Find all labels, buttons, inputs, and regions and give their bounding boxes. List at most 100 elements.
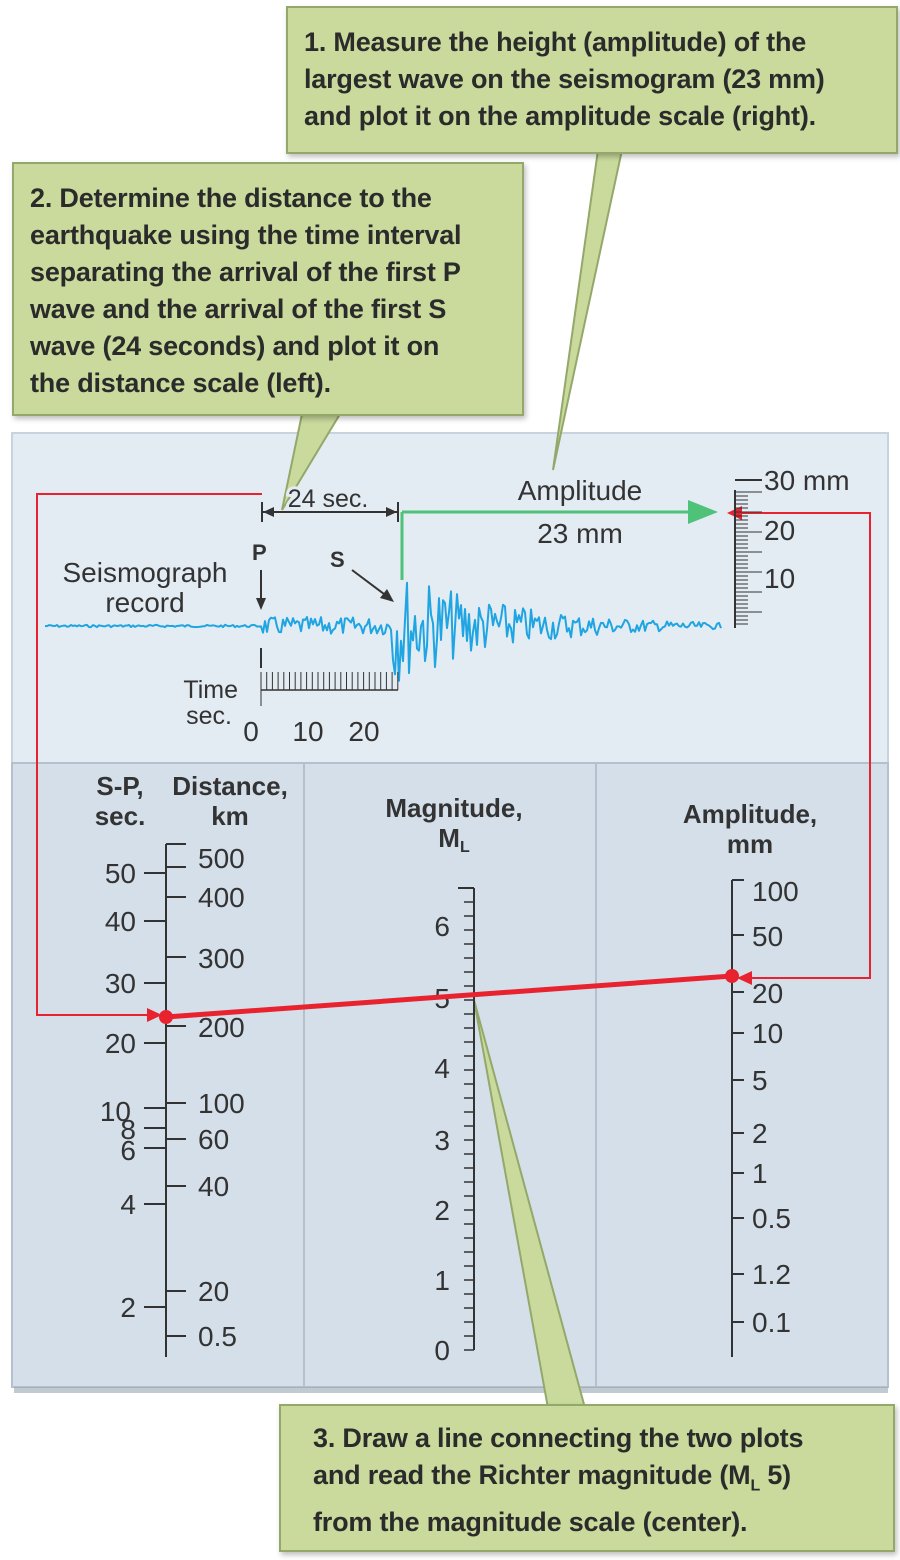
magnitude-label-1: 1 (434, 1265, 450, 1296)
distance-label-20: 20 (198, 1276, 229, 1307)
amplitude-label-50: 50 (752, 921, 783, 952)
callout-3-line-3: from the magnitude scale (center). (313, 1507, 748, 1538)
callout-2-line-5: wave (24 seconds) and plot it on (30, 331, 440, 361)
callout-3-line-2-end: 5) (760, 1460, 791, 1490)
distance-label-40: 40 (198, 1171, 229, 1202)
amplitude-ticks (732, 934, 744, 1323)
callout-1-line-3: and plot it on the amplitude scale (righ… (304, 101, 816, 131)
amp-ruler-label-10: 10 (764, 563, 795, 594)
amplitude-plot-point (725, 969, 739, 983)
magnitude-label-6: 6 (434, 911, 450, 942)
sp-label-50: 50 (105, 858, 136, 889)
callout-2-line-3: separating the arrival of the first P (30, 257, 461, 287)
magnitude-label-4: 4 (434, 1053, 450, 1084)
magnitude-header: Magnitude, (385, 793, 522, 823)
distance-header-unit: km (211, 801, 249, 831)
s-arrow (351, 569, 389, 598)
red-guide-right (735, 512, 871, 979)
magnitude-header-m: M (438, 823, 460, 853)
callout-2-line-4: wave and the arrival of the first S (30, 294, 447, 324)
magnitude-connecting-line (163, 973, 735, 1020)
callout-3-line-2-text: and read the Richter magnitude (M (313, 1460, 751, 1490)
interval-arrow-right (386, 507, 397, 517)
distance-panel (11, 762, 305, 1388)
amplitude-arrow-head (688, 500, 718, 524)
p-wave-label: P (252, 540, 267, 565)
time-tick-0: 0 (243, 716, 259, 747)
amplitude-label-0-1: 0.1 (752, 1307, 791, 1338)
time-label: Time (183, 676, 238, 704)
amplitude-label-10: 10 (752, 1018, 783, 1049)
callout-2-line-6: the distance scale (left). (30, 368, 331, 398)
callout-2-line-1: 2. Determine the distance to the (30, 183, 432, 213)
s-arrow-head (380, 589, 394, 602)
callout-3-subscript: L (750, 1477, 761, 1495)
distance-label-300: 300 (198, 943, 245, 974)
interval-label: 24 sec. (288, 485, 369, 513)
sp-header-unit: sec. (95, 801, 146, 831)
amplitude-tick-labels: 100 50 20 10 5 2 1 0.5 1.2 0.1 (752, 876, 799, 1338)
distance-label-200: 200 (198, 1012, 245, 1043)
red-guide-left-arrow (147, 1008, 162, 1022)
amplitude-ruler (734, 490, 762, 628)
amp-ruler-label-30: 30 mm (764, 465, 850, 496)
callout-1-line-1: 1. Measure the height (amplitude) of the (304, 27, 807, 57)
callout-3-line-1: 3. Draw a line connecting the two plots (313, 1423, 804, 1453)
time-ruler (260, 672, 399, 706)
amp-ruler-label-20: 20 (764, 515, 795, 546)
sp-label-4: 4 (120, 1189, 136, 1220)
sp-label-40: 40 (105, 906, 136, 937)
distance-tick-labels: 500 400 300 200 100 60 40 20 0.5 (198, 843, 245, 1352)
amplitude-value: 23 mm (537, 518, 623, 549)
distance-ticks (166, 866, 186, 1337)
sp-label-10: 10 (100, 1096, 131, 1127)
callout-1-line-2: largest wave on the seismogram (23 mm) (304, 64, 825, 94)
amplitude-label-2: 2 (752, 1118, 768, 1149)
sp-header: S-P, (96, 771, 143, 801)
amplitude-label-0-5: 0.5 (752, 1203, 791, 1234)
time-unit-label: sec. (186, 702, 232, 730)
callout-step-3: 3. Draw a line connecting the two plots … (279, 1404, 895, 1552)
sp-tick-labels: 50 40 30 20 10 8 6 4 2 (100, 858, 136, 1323)
red-guide-left (36, 493, 262, 1016)
distance-label-0-5: 0.5 (198, 1321, 237, 1352)
amplitude-label: Amplitude (518, 475, 643, 506)
magnitude-label-3: 3 (434, 1125, 450, 1156)
time-tick-20: 20 (348, 716, 379, 747)
distance-header: Distance, (172, 771, 288, 801)
callout-1-pointer (552, 149, 624, 471)
sp-ticks (144, 872, 166, 1308)
magnitude-header-sub: L (460, 839, 470, 856)
amplitude-header-unit: mm (727, 829, 773, 859)
amplitude-header: Amplitude, (683, 799, 817, 829)
magnitude-header-symbol: ML (438, 823, 470, 856)
magnitude-label-0: 0 (434, 1335, 450, 1366)
distance-plot-point (159, 1010, 173, 1024)
panel-shadow (14, 1387, 888, 1393)
red-guide-right-arrow (737, 971, 752, 985)
sp-label-30: 30 (105, 968, 136, 999)
amplitude-label-20: 20 (752, 978, 783, 1009)
time-tick-10: 10 (292, 716, 323, 747)
seismogram-trace (44, 581, 722, 682)
callout-step-1: 1. Measure the height (amplitude) of the… (286, 6, 898, 154)
sp-label-20: 20 (105, 1028, 136, 1059)
distance-label-500: 500 (198, 843, 245, 874)
amplitude-label-100: 100 (752, 876, 799, 907)
callout-3-line-2: and read the Richter magnitude (ML 5) (313, 1457, 893, 1504)
magnitude-tick-labels: 6 5 4 3 2 1 0 (434, 911, 450, 1366)
p-arrow-head (256, 598, 266, 610)
callout-2-line-2: earthquake using the time interval (30, 220, 462, 250)
magnitude-ticks (458, 887, 474, 1351)
s-wave-label: S (330, 547, 345, 572)
seismograph-record-label: Seismograph (63, 557, 228, 588)
sp-label-2: 2 (120, 1292, 136, 1323)
distance-label-60: 60 (198, 1124, 229, 1155)
callout-step-2: 2. Determine the distance to the earthqu… (12, 162, 524, 416)
distance-label-100: 100 (198, 1088, 245, 1119)
sp-label-8: 8 (120, 1114, 136, 1145)
interval-arrow-left (263, 507, 274, 517)
amplitude-label-1-2: 1.2 (752, 1259, 791, 1290)
amplitude-label-1: 1 (752, 1158, 768, 1189)
amplitude-label-5: 5 (752, 1065, 768, 1096)
